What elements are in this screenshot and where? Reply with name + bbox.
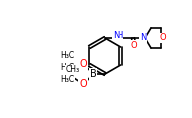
Text: CH₃: CH₃ bbox=[66, 65, 80, 74]
Text: B: B bbox=[90, 69, 96, 79]
Text: O: O bbox=[160, 34, 166, 42]
Text: O: O bbox=[131, 40, 137, 49]
Text: H₃C: H₃C bbox=[60, 63, 74, 72]
Text: N: N bbox=[140, 34, 146, 42]
Text: H₃C: H₃C bbox=[60, 51, 74, 61]
Text: O: O bbox=[79, 59, 87, 69]
Text: O: O bbox=[79, 79, 87, 89]
Text: H₃C: H₃C bbox=[60, 76, 74, 84]
Text: H: H bbox=[116, 32, 122, 40]
Text: N: N bbox=[113, 32, 119, 40]
